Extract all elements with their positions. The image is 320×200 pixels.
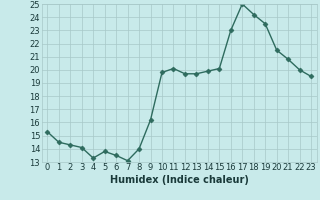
X-axis label: Humidex (Indice chaleur): Humidex (Indice chaleur) <box>110 175 249 185</box>
